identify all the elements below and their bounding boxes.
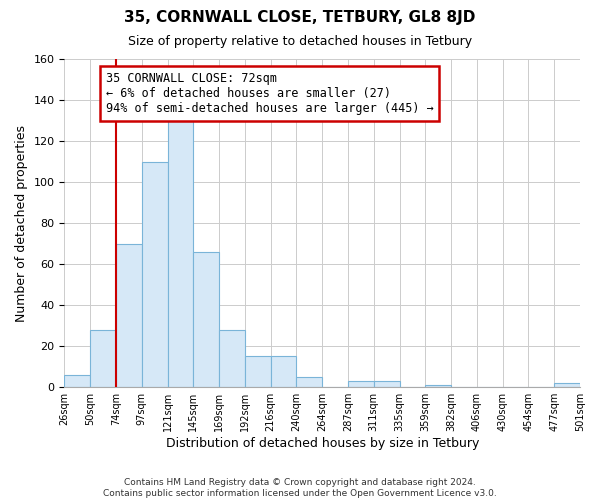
Bar (296, 377, 322, 387)
Bar (193, 252, 219, 387)
Bar (348, 381, 374, 387)
Bar (64, 375, 90, 387)
Text: 35, CORNWALL CLOSE, TETBURY, GL8 8JD: 35, CORNWALL CLOSE, TETBURY, GL8 8JD (124, 10, 476, 25)
Bar (142, 162, 167, 387)
Bar (374, 381, 400, 387)
Bar (167, 118, 193, 387)
Bar (219, 330, 245, 387)
Bar (116, 244, 142, 387)
Bar (90, 330, 116, 387)
Bar (245, 356, 271, 387)
Text: 35 CORNWALL CLOSE: 72sqm
← 6% of detached houses are smaller (27)
94% of semi-de: 35 CORNWALL CLOSE: 72sqm ← 6% of detache… (106, 72, 433, 115)
Text: Contains HM Land Registry data © Crown copyright and database right 2024.
Contai: Contains HM Land Registry data © Crown c… (103, 478, 497, 498)
Bar (554, 383, 580, 387)
Bar (271, 356, 296, 387)
Bar (425, 385, 451, 387)
Y-axis label: Number of detached properties: Number of detached properties (15, 124, 28, 322)
X-axis label: Distribution of detached houses by size in Tetbury: Distribution of detached houses by size … (166, 437, 479, 450)
Text: Size of property relative to detached houses in Tetbury: Size of property relative to detached ho… (128, 35, 472, 48)
